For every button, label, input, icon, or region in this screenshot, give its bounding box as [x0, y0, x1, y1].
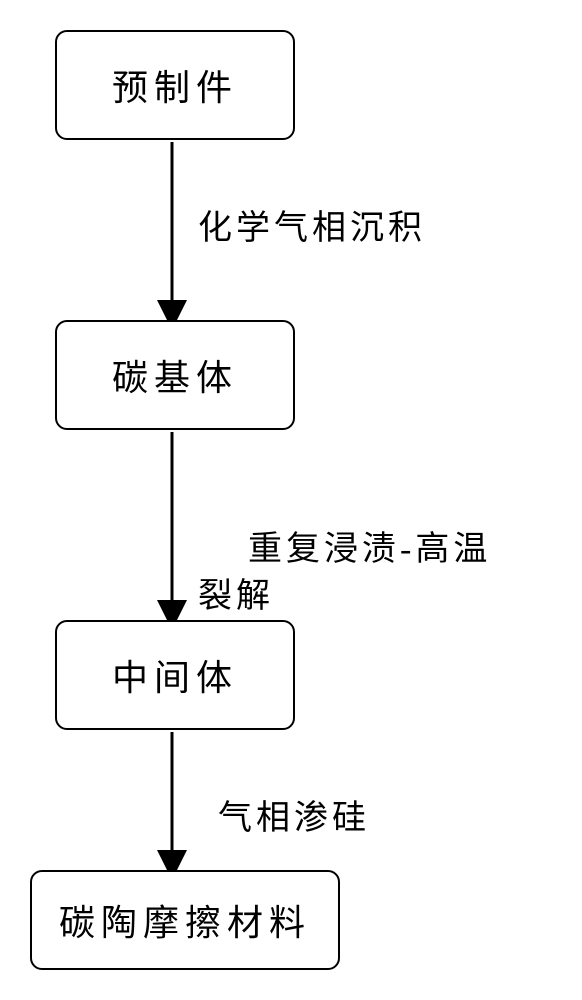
flowchart-container: 预制件 碳基体 中间体 碳陶摩擦材料 化学气相沉积 重复浸渍-高温 裂解 气相渗… — [0, 0, 582, 1000]
flowchart-node: 预制件 — [55, 30, 295, 140]
edge-label: 气相渗硅 — [218, 795, 370, 843]
node-label: 碳基体 — [112, 349, 238, 401]
node-label: 预制件 — [112, 59, 238, 111]
flowchart-node: 碳基体 — [55, 320, 295, 430]
node-label: 碳陶摩擦材料 — [59, 894, 311, 946]
flowchart-node: 碳陶摩擦材料 — [30, 870, 340, 970]
edge-label: 重复浸渍-高温 裂解 — [198, 478, 491, 668]
edge-label: 化学气相沉积 — [198, 205, 426, 253]
